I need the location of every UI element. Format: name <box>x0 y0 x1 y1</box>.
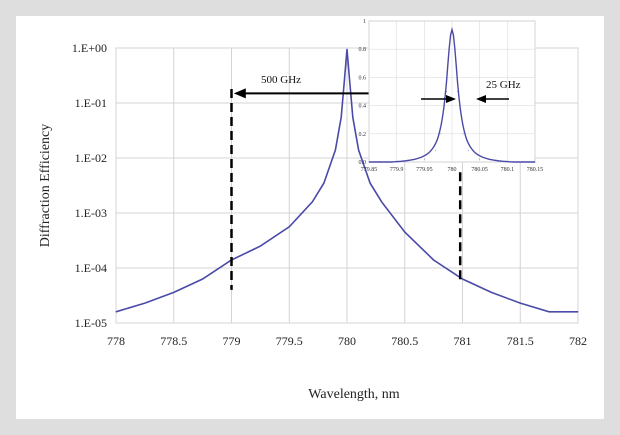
label-25ghz: 25 GHz <box>486 79 521 91</box>
y-tick-label: 1.E-02 <box>75 151 107 165</box>
inset-y-tick-label: 0.4 <box>359 104 367 110</box>
y-tick-label: 1.E-03 <box>75 206 107 220</box>
inset-y-tick-label: 0.2 <box>359 132 367 138</box>
x-tick-label: 781 <box>454 334 472 348</box>
efficiency-point <box>548 311 550 313</box>
inset-x-tick-label: 779.9 <box>390 167 404 173</box>
efficiency-point <box>462 278 463 280</box>
efficiency-point <box>490 291 492 293</box>
x-tick-label: 779 <box>223 334 241 348</box>
efficiency-point <box>144 302 146 304</box>
efficiency-point <box>115 311 117 313</box>
inset-efficiency-point <box>368 161 370 163</box>
y-tick-label: 1.E-04 <box>75 261 107 275</box>
label-500ghz: 500 GHz <box>261 74 301 86</box>
inset-efficiency-point <box>534 161 536 163</box>
inset-efficiency-point <box>446 91 447 92</box>
fwhm-left-arrowhead <box>446 95 456 103</box>
efficiency-point <box>340 116 342 118</box>
inset-efficiency-point <box>435 150 436 152</box>
efficiency-point <box>323 182 325 184</box>
efficiency-point <box>577 311 579 313</box>
inset-efficiency-point <box>440 133 442 135</box>
efficiency-point <box>381 201 383 203</box>
span-500ghz-arrowhead <box>233 88 246 99</box>
inset-efficiency-point <box>468 150 469 152</box>
efficiency-point <box>348 76 350 78</box>
figure-panel: 1.E+00 1.E-01 1.E-02 1.E-03 1.E-04 1.E-05 778 7… <box>16 16 604 419</box>
efficiency-point <box>358 149 360 151</box>
efficiency-point <box>352 116 354 118</box>
inset-x-tick-label: 780.1 <box>501 167 515 173</box>
inset-efficiency-point <box>396 161 398 163</box>
x-tick-label: 781.5 <box>507 334 534 348</box>
inset-y-tick-label: 0.6 <box>359 75 367 81</box>
efficiency-point <box>202 278 204 280</box>
efficiency-point <box>519 302 521 304</box>
efficiency-point <box>334 149 336 151</box>
inset-efficiency-point <box>457 91 458 92</box>
x-tick-label: 779.5 <box>276 334 303 348</box>
y-tick-label: 1.E-05 <box>75 316 107 330</box>
inset-x-tick-label: 780 <box>448 167 457 173</box>
inset-efficiency-point <box>506 161 508 163</box>
inset-efficiency-point <box>462 133 464 135</box>
inset-y-tick-label: 1 <box>363 19 366 25</box>
efficiency-point <box>288 226 290 228</box>
fwhm-right-arrowhead <box>476 95 486 103</box>
inset-efficiency-point <box>451 27 453 29</box>
efficiency-point <box>369 182 371 184</box>
inset-x-tick-label: 780.05 <box>471 167 488 173</box>
x-tick-label: 780 <box>338 334 356 348</box>
y-axis-title: Diffraction Efficiency <box>38 124 53 247</box>
efficiency-point <box>173 291 175 293</box>
x-tick-label: 778.5 <box>160 334 187 348</box>
y-tick-label: 1.E+00 <box>72 41 107 55</box>
inset-x-tick-label: 780.15 <box>527 167 544 173</box>
efficiency-point <box>259 245 261 247</box>
y-tick-label: 1.E-01 <box>75 96 107 110</box>
inset-efficiency-point <box>479 158 481 160</box>
inset-y-tick-label: 0.8 <box>359 47 367 53</box>
inset-y-tick-label: 0.0 <box>359 160 367 166</box>
efficiency-point <box>344 76 346 78</box>
inset-x-tick-label: 779.95 <box>416 167 433 173</box>
x-tick-label: 778 <box>107 334 125 348</box>
efficiency-point <box>433 259 435 261</box>
x-axis-title: Wavelength, nm <box>308 387 400 402</box>
x-tick-label: 780.5 <box>391 334 418 348</box>
efficiency-point <box>311 201 313 203</box>
inset-efficiency-point <box>423 158 425 160</box>
inset-x-tick-label: 779.85 <box>361 167 378 173</box>
x-tick-label: 782 <box>569 334 587 348</box>
efficiency-point <box>404 231 406 233</box>
efficiency-point <box>346 48 348 50</box>
